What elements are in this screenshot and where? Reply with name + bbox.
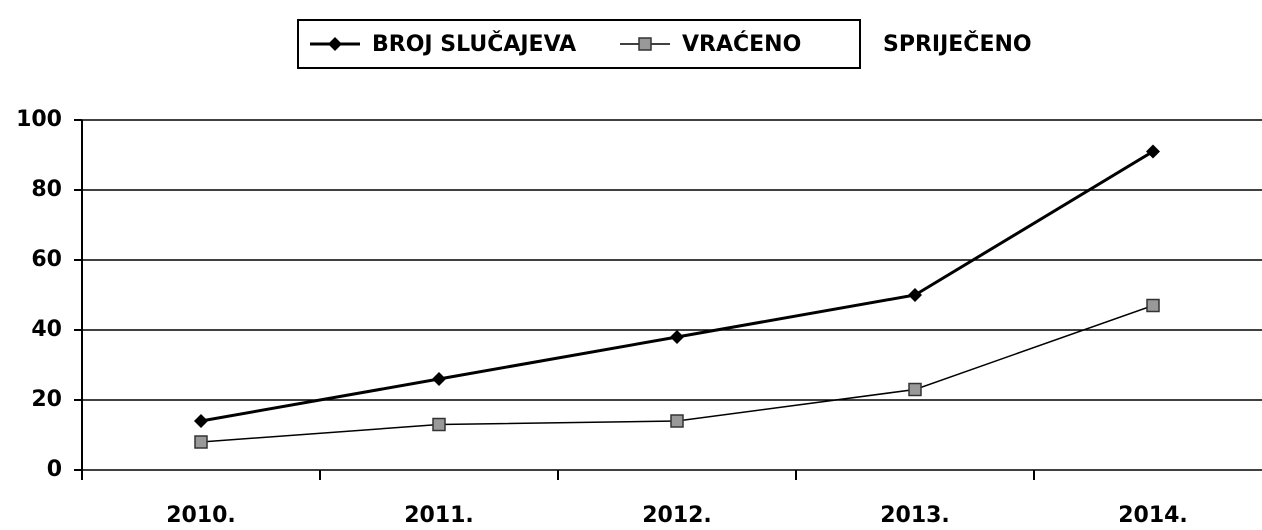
legend-box xyxy=(297,19,861,69)
data-point xyxy=(1146,298,1160,313)
data-point xyxy=(194,435,208,449)
y-tick-label: 80 xyxy=(31,177,62,202)
y-tick-label: 40 xyxy=(31,317,62,342)
legend-label: BROJ SLUČAJEVA xyxy=(372,31,576,57)
y-tick-label: 0 xyxy=(47,457,62,482)
data-point xyxy=(908,288,922,302)
x-tick-label: 2013. xyxy=(880,503,950,528)
series-line xyxy=(200,150,1154,423)
data-point xyxy=(670,330,684,344)
y-tick-label: 100 xyxy=(16,107,62,132)
legend-label: VRAĆENO xyxy=(682,31,801,57)
data-point xyxy=(1146,144,1160,159)
data-point xyxy=(194,414,208,428)
y-tick-label: 60 xyxy=(31,247,62,272)
data-point xyxy=(432,417,446,432)
legend-label: SPRIJEČENO xyxy=(883,31,1032,57)
legend-marker xyxy=(638,37,652,51)
data-point xyxy=(670,414,684,428)
data-point xyxy=(908,382,922,397)
legend-marker xyxy=(328,37,342,51)
x-tick-label: 2011. xyxy=(404,503,474,528)
x-tick-label: 2014. xyxy=(1118,503,1188,528)
x-tick-label: 2010. xyxy=(166,503,236,528)
y-tick-label: 20 xyxy=(31,387,62,412)
x-tick-label: 2012. xyxy=(642,503,712,528)
data-point xyxy=(432,372,446,386)
